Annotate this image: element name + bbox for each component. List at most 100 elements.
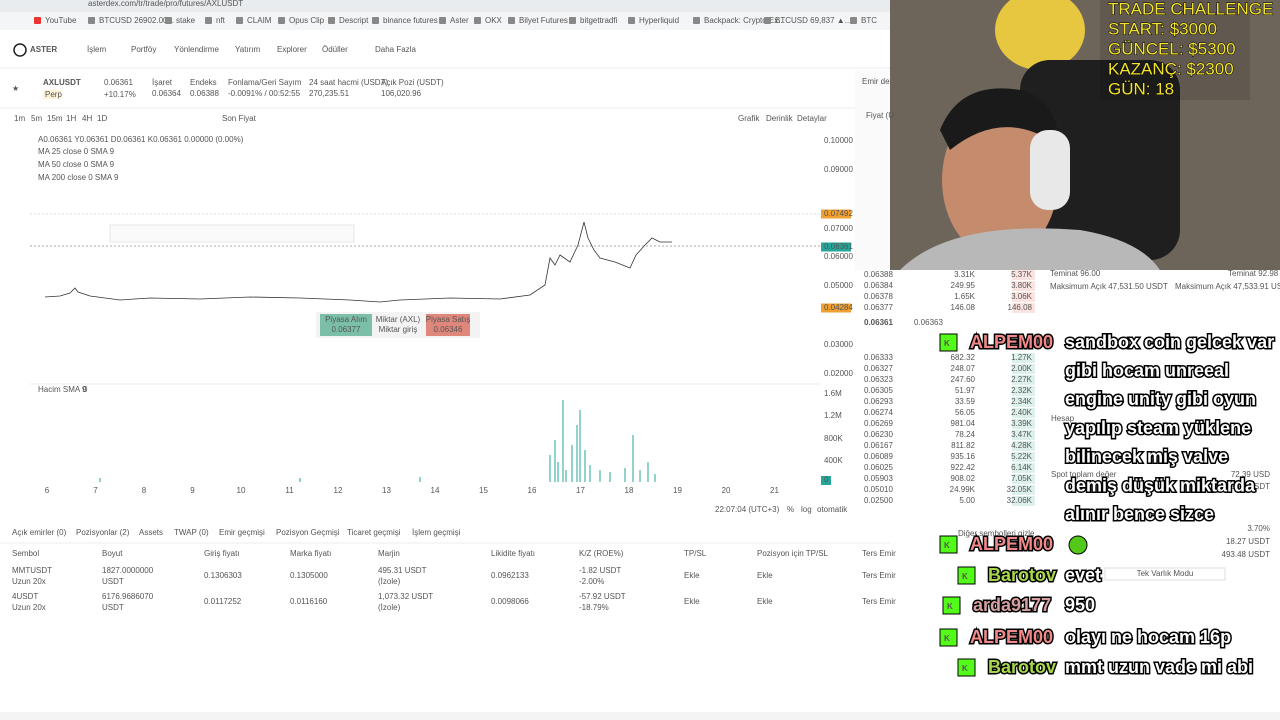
sell-label[interactable]: Piyasa Satış [426,315,470,324]
nav-item[interactable]: İşlem [87,45,106,54]
chat-badge-k: K [962,572,968,581]
date-tick: 17 [576,486,585,495]
interval[interactable]: 1D [97,114,107,123]
bid-price[interactable]: 0.06025 [864,463,893,472]
sell-button[interactable] [426,314,470,336]
bookmark[interactable]: Bilyet Futures [519,16,568,25]
ask-price[interactable]: 0.06378 [864,292,893,301]
tpsl-add[interactable]: Ekle [684,597,700,606]
view-tab[interactable]: Grafik [738,114,760,123]
price-tick: 0.05000 [824,281,853,290]
interval[interactable]: 15m [47,114,63,123]
tab[interactable]: TWAP (0) [174,528,209,537]
chat-message: gibi hocam unreeal [1065,360,1229,380]
bid-price[interactable]: 0.06167 [864,441,893,450]
interval[interactable]: 5m [31,114,42,123]
bid-price[interactable]: 0.06269 [864,419,893,428]
price-type[interactable]: Son Fiyat [222,114,257,123]
pos-tpsl-add[interactable]: Ekle [757,571,773,580]
scale-option[interactable]: otomatik [817,505,848,514]
bookmark[interactable]: YouTube [45,16,77,25]
bookmark[interactable]: binance futures [383,16,438,25]
bookmark[interactable]: Aster [450,16,469,25]
hide-others[interactable]: Diğer sembolleri gizle [958,529,1035,538]
tab[interactable]: Ticaret geçmişi [347,528,401,537]
bookmark[interactable]: Hyperliquid [639,16,679,25]
bookmark[interactable]: stake [176,16,196,25]
tpsl-add[interactable]: Ekle [684,571,700,580]
bookmark-icon [850,17,857,24]
sell-price[interactable]: 0.06346 [434,325,463,334]
mode-label[interactable]: Tek Varlık Modu [1137,569,1194,578]
buy-button[interactable] [320,314,372,336]
bid-price[interactable]: 0.06230 [864,430,893,439]
interval[interactable]: 1H [66,114,76,123]
scale-option[interactable]: % [787,505,794,514]
chat-user: ALPEM00 [970,627,1053,647]
view-tab[interactable]: Detaylar [797,114,827,123]
reverse-order[interactable]: Ters Emir [862,571,896,580]
depth-bar [1012,353,1035,363]
bookmark[interactable]: OKX [485,16,503,25]
tab[interactable]: Pozisyon Geçmişi [276,528,340,537]
ask-price[interactable]: 0.06384 [864,281,893,290]
bid-price[interactable]: 0.06323 [864,375,893,384]
position-symbol[interactable]: MMTUSDT [12,566,52,575]
ask-price[interactable]: 0.06377 [864,303,893,312]
bid-total: 2.32K [1011,386,1033,395]
scale-option[interactable]: log [801,505,812,514]
bid-price[interactable]: 0.05010 [864,485,893,494]
bookmark[interactable]: Opus Clip [289,16,325,25]
tab[interactable]: İşlem geçmişi [412,528,461,537]
bid-price[interactable]: 0.06274 [864,408,893,417]
challenge-text: START: $3000 [1108,19,1217,38]
interval[interactable]: 1m [14,114,25,123]
buy-price[interactable]: 0.06377 [332,325,361,334]
nav-item[interactable]: Daha Fazla [375,45,416,54]
nav-item[interactable]: Yatırım [235,45,261,54]
bookmark[interactable]: BTC [861,16,877,25]
bid-price[interactable]: 0.06327 [864,364,893,373]
pos-tpsl-add[interactable]: Ekle [757,597,773,606]
qty-placeholder[interactable]: Miktar giriş [379,325,418,334]
nav-item[interactable]: Ödüller [322,45,348,54]
liquidation-price: 0.0962133 [491,571,529,580]
depth-bar [1012,292,1035,302]
tab[interactable]: Emir geçmişi [219,528,265,537]
view-tab[interactable]: Derinlik [766,114,794,123]
interval[interactable]: 4H [82,114,92,123]
bid-price[interactable]: 0.06333 [864,353,893,362]
bookmark[interactable]: BTCUSD 26902.00... [99,16,174,25]
nav-item[interactable]: Explorer [277,45,307,54]
tab[interactable]: Açık emirler (0) [12,528,67,537]
bookmark[interactable]: Descript [339,16,369,25]
bid-price[interactable]: 0.06305 [864,386,893,395]
nav-item[interactable]: Yönlendirme [174,45,219,54]
bid-price[interactable]: 0.06293 [864,397,893,406]
tab[interactable]: Assets [139,528,163,537]
bid-price[interactable]: 0.02500 [864,496,893,505]
symbol[interactable]: AXLUSDT [43,78,81,87]
reverse-order[interactable]: Ters Emir [862,597,896,606]
stat-value: 270,235.51 [309,89,350,98]
tab[interactable]: Pozisyonlar (2) [76,528,130,537]
last-price: 0.06361 [864,318,893,327]
depth-bar [1012,441,1035,451]
position-symbol[interactable]: 4USDT [12,592,38,601]
bid-price[interactable]: 0.06089 [864,452,893,461]
bookmark[interactable]: bitgettradfi [580,16,618,25]
chat-message: alınır bence sizce [1065,504,1214,524]
bookmark[interactable]: CLAIM [247,16,272,25]
bookmark[interactable]: Backpack: Crypto Ex... [704,16,785,25]
nav-item[interactable]: Portföy [131,45,156,54]
mode-button[interactable] [1104,567,1226,581]
chat-badge-k: K [944,339,950,348]
ask-price[interactable]: 0.06388 [864,270,893,279]
bookmark[interactable]: BTCUSD 69,837 ▲... [775,16,851,25]
price-tick: 0.07492 [824,209,853,218]
bookmark[interactable]: nft [216,16,226,25]
entry-price: 0.1306303 [204,571,242,580]
depth-bar [1012,364,1035,374]
bid-price[interactable]: 0.05903 [864,474,893,483]
buy-label[interactable]: Piyasa Alım [325,315,367,324]
